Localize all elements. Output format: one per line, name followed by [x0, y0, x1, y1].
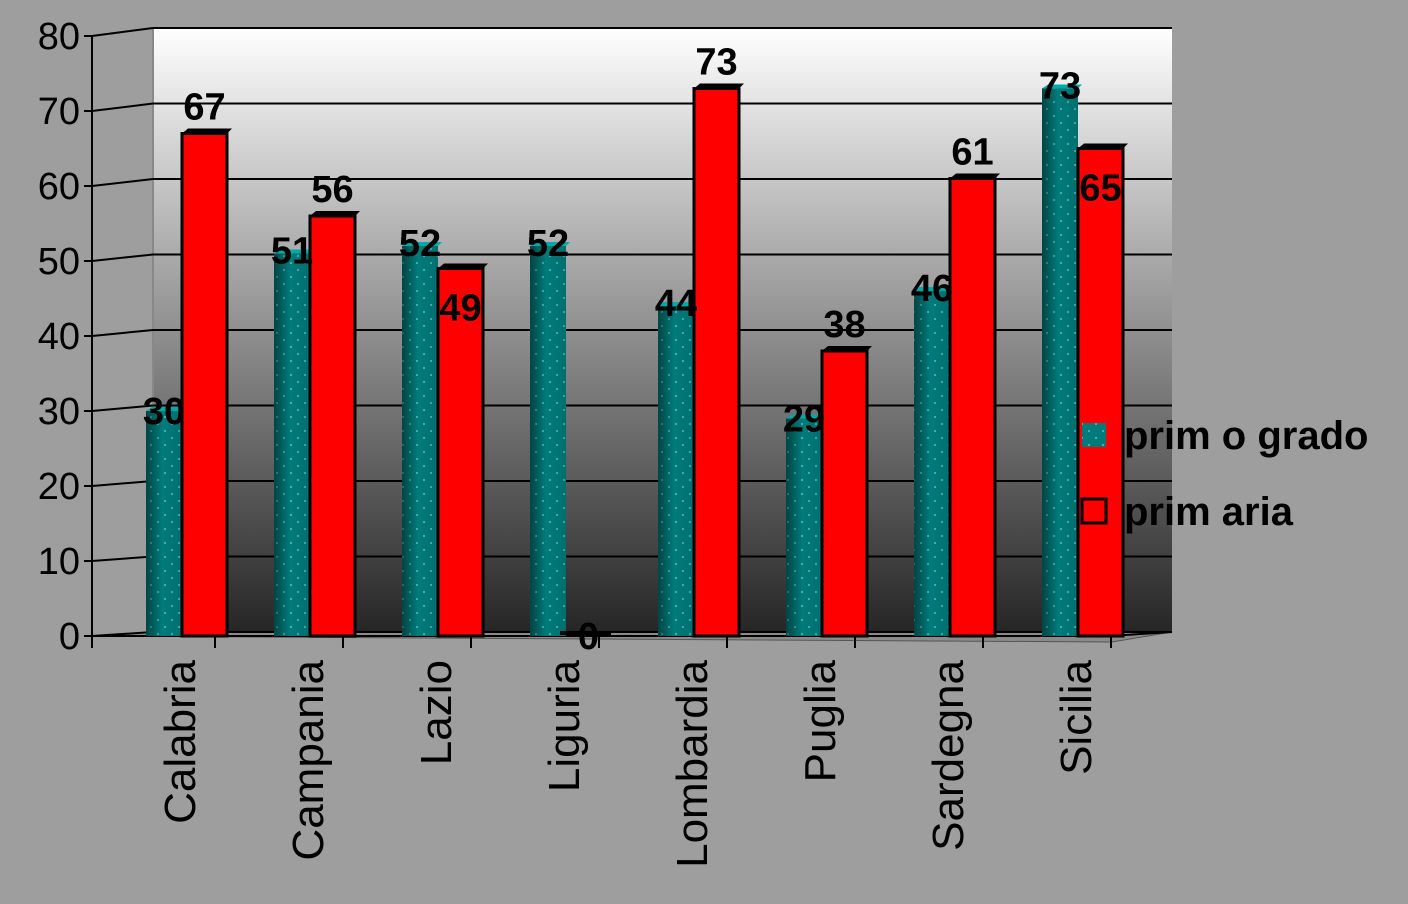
data-labels: 30 67 51 56 52 49 52 0 44 73 29 38 46 61 73 65	[143, 42, 1122, 659]
bar-prim-o-grado-top	[1042, 84, 1082, 89]
bar-prim-aria	[308, 214, 357, 638]
y-tick-label: 60	[38, 166, 80, 208]
bar-prim-o-grado-top	[530, 242, 570, 246]
data-label-prim-aria: 49	[439, 288, 481, 330]
gridline-diagonal	[91, 253, 154, 262]
x-axis: Calabria Campania Lazio Liguria Lombardia Pug…	[91, 636, 1112, 868]
bar-prim-o-grado-shade	[658, 306, 694, 636]
bar-prim-o-grado-top	[914, 287, 954, 291]
bar-prim-aria-top	[822, 346, 872, 351]
data-label-prim-o-grado: 52	[527, 223, 569, 265]
x-tick-label: Liguria	[540, 659, 589, 792]
bar-prim-o-grado-shade	[786, 418, 822, 636]
data-label-prim-aria: 61	[951, 132, 993, 174]
y-tick-label: 10	[38, 541, 80, 583]
legend: prim o grado prim aria	[1080, 414, 1368, 534]
bar-prim-aria-top	[182, 128, 232, 134]
x-tick-label: Puglia	[796, 659, 845, 782]
data-label-prim-aria: 65	[1079, 168, 1121, 210]
gridline-diagonal	[91, 480, 154, 487]
data-label-prim-aria: 0	[578, 616, 599, 658]
x-tick-label: Campania	[284, 659, 333, 860]
bar-prim-aria	[820, 349, 869, 638]
plot-area	[91, 27, 1173, 643]
y-tick-label: 70	[38, 91, 80, 133]
data-label-prim-o-grado: 51	[271, 231, 313, 273]
y-tick-label: 30	[38, 391, 80, 433]
gridline-diagonal	[91, 555, 154, 562]
y-axis: 0 10 20 30 40 50 60 70 80	[38, 16, 1173, 658]
gridline-diagonal	[91, 329, 154, 337]
y-tick-label: 20	[38, 466, 80, 508]
bars	[146, 83, 1128, 638]
x-tick-label: Calabria	[156, 659, 205, 823]
gridline-diagonal	[91, 102, 154, 112]
data-label-prim-aria: 67	[183, 87, 225, 129]
bar-prim-aria	[948, 177, 997, 638]
x-tick-label: Sardegna	[924, 659, 973, 850]
x-tick-label: Lombardia	[668, 659, 717, 867]
gridline-diagonal	[91, 178, 154, 187]
data-label-prim-o-grado: 46	[911, 268, 953, 310]
data-label-prim-aria: 56	[311, 169, 353, 211]
data-label-prim-o-grado: 52	[399, 223, 441, 265]
bar-prim-aria	[692, 87, 741, 638]
bar-prim-aria-top	[438, 263, 488, 269]
bar-prim-o-grado-shade	[146, 411, 182, 636]
legend-label: prim aria	[1124, 490, 1294, 534]
bar-prim-aria	[180, 132, 229, 638]
bar-prim-aria-top	[310, 211, 360, 216]
y-tick-label: 0	[59, 616, 80, 658]
bar-prim-aria	[1076, 147, 1125, 638]
y-tick-label: 80	[38, 16, 80, 58]
bar-prim-o-grado-top	[402, 242, 442, 246]
bar-prim-o-grado-shade	[274, 253, 310, 636]
bar-prim-o-grado-shade	[402, 246, 438, 636]
x-tick-label: Lazio	[412, 660, 461, 765]
data-label-prim-aria: 38	[823, 304, 865, 346]
bar-prim-aria-top	[950, 173, 1000, 179]
y-tick-label: 40	[38, 316, 80, 358]
data-label-prim-o-grado: 29	[783, 399, 825, 441]
legend-label: prim o grado	[1124, 414, 1368, 458]
bar-prim-aria-top	[1078, 143, 1128, 149]
data-label-prim-o-grado: 73	[1039, 66, 1081, 108]
bar-prim-o-grado-top	[146, 407, 186, 411]
legend-swatch-prim-o-grado	[1082, 423, 1106, 447]
gridline-diagonal	[91, 404, 154, 412]
legend-swatch-prim-aria	[1080, 497, 1108, 525]
gridline-diagonal	[91, 27, 154, 37]
bar-prim-aria-top	[694, 83, 744, 89]
bar-prim-o-grado-top	[786, 414, 826, 419]
data-label-prim-aria: 73	[695, 42, 737, 84]
bar-prim-o-grado-shade	[914, 291, 950, 636]
bar-prim-o-grado-top	[658, 302, 698, 306]
bar-prim-o-grado-shade	[530, 246, 566, 636]
bar-prim-o-grado-top	[274, 249, 314, 254]
bar-prim-o-grado-shade	[1042, 88, 1078, 636]
x-tick-label: Sicilia	[1052, 659, 1101, 774]
data-label-prim-o-grado: 44	[655, 283, 697, 325]
data-label-prim-o-grado: 30	[143, 391, 185, 433]
y-tick-label: 50	[38, 241, 80, 283]
